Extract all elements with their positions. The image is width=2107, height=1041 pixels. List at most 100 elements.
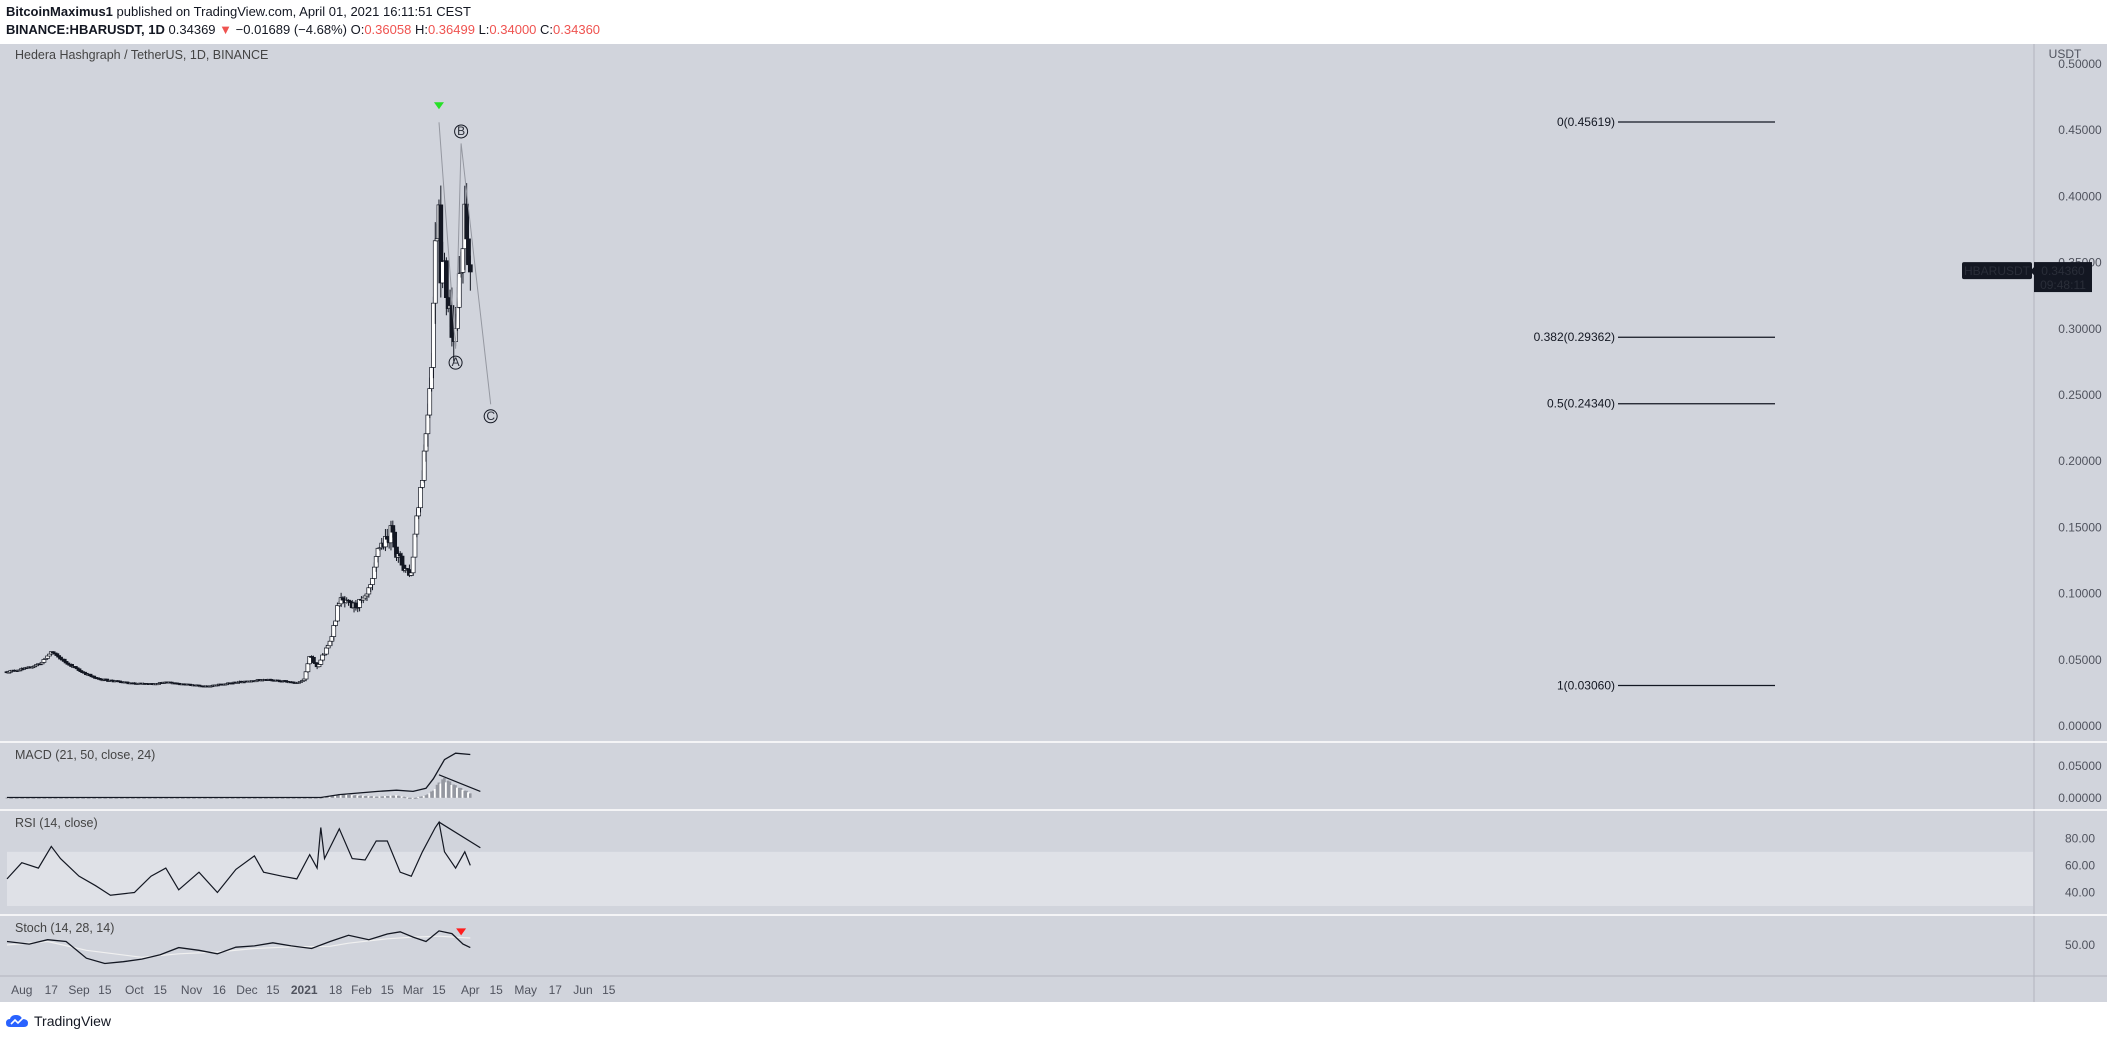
macd-histogram-bar	[341, 794, 345, 798]
rsi-band	[7, 851, 2033, 906]
macd-histogram-bar	[411, 797, 415, 799]
macd-histogram-bar	[465, 790, 468, 798]
chart-background	[0, 44, 2107, 1002]
time-tick-label: 15	[432, 983, 446, 997]
time-tick-label: 18	[329, 983, 343, 997]
macd-histogram-bar	[372, 796, 376, 798]
macd-histogram-bar	[446, 780, 450, 798]
macd-tick-label: 0.00000	[2058, 791, 2102, 805]
change-down-icon: ▼	[219, 22, 233, 37]
candle	[467, 264, 473, 273]
wave-c-circle	[483, 409, 498, 424]
macd-histogram-bar	[332, 795, 335, 798]
symbol-name: BINANCE:HBARUSDT, 1D	[6, 22, 165, 37]
macd-histogram-bar	[398, 796, 402, 798]
candle	[427, 388, 433, 416]
macd-histogram-bar	[435, 784, 439, 798]
rsi-divergence-line	[438, 821, 481, 849]
macd-tick-label: 0.05000	[2058, 759, 2102, 773]
time-tick-label: Oct	[125, 983, 144, 997]
rsi-line	[6, 820, 471, 896]
price-tick-label: 0.40000	[2058, 189, 2102, 203]
published-text: published on TradingView.com, April 01, …	[116, 4, 471, 19]
macd-histogram-bar	[413, 797, 417, 799]
candle	[331, 625, 337, 637]
macd-histogram-bar	[347, 795, 350, 798]
macd-histogram-bar	[361, 795, 365, 798]
price-tick-label: 0.00000	[2058, 719, 2102, 733]
wave-a-label: A	[452, 355, 460, 369]
macd-histogram-bar	[417, 797, 420, 799]
time-tick-label: Dec	[236, 983, 257, 997]
rsi-pane-title: RSI (14, close)	[15, 816, 98, 830]
tradingview-logo[interactable]: TradingView	[6, 1013, 111, 1029]
high-value: 0.36499	[427, 22, 475, 37]
close-value: 0.34360	[553, 22, 601, 37]
macd-histogram-bar	[330, 795, 334, 798]
macd-histogram-bar	[384, 796, 387, 798]
macd-histogram-bar	[424, 795, 428, 798]
publish-line: BitcoinMaximus1 published on TradingView…	[6, 4, 471, 19]
macd-histogram-bar	[448, 781, 452, 798]
time-tick-label: 15	[490, 983, 504, 997]
macd-histogram-bar	[454, 785, 457, 798]
macd-histogram-bar	[382, 796, 385, 798]
chart-header: BitcoinMaximus1 published on TradingView…	[0, 0, 2107, 44]
wave-b-circle	[454, 124, 469, 139]
macd-histogram-bar	[360, 795, 363, 798]
macd-histogram-bar	[395, 795, 398, 798]
price-tick-label: 0.15000	[2058, 520, 2102, 534]
time-tick-label: 16	[213, 983, 227, 997]
macd-histogram-bar	[419, 796, 422, 798]
macd-histogram-bar	[363, 796, 367, 798]
macd-histogram-bar	[345, 794, 348, 798]
candle	[305, 663, 311, 673]
macd-histogram-bar	[452, 784, 455, 798]
candle	[464, 203, 470, 240]
macd-histogram-bar	[422, 795, 426, 798]
macd-histogram-bar	[358, 795, 361, 798]
author-name[interactable]: BitcoinMaximus1	[6, 4, 113, 19]
price-tag-pointer	[2030, 267, 2034, 276]
time-tick-label: May	[514, 983, 537, 997]
open-label: O:	[350, 22, 365, 37]
macd-line	[7, 752, 471, 799]
peak-marker-icon	[433, 102, 444, 110]
price-tick-label: 0.20000	[2058, 454, 2102, 468]
fib-level-label: 0.382(0.29362)	[1534, 330, 1615, 344]
macd-histogram-bar	[389, 795, 393, 798]
macd-histogram-bar	[328, 796, 332, 798]
macd-histogram-bar	[5, 797, 9, 799]
price-tick-label: 0.05000	[2058, 653, 2102, 667]
macd-histogram-bar	[433, 788, 437, 798]
macd-histogram-bar	[391, 795, 395, 798]
time-tick-label: Aug	[11, 983, 32, 997]
candle	[370, 578, 375, 585]
macd-histogram-bar	[396, 795, 400, 798]
fib-level-label: 0.5(0.24340)	[1547, 397, 1615, 411]
chart-footer: TradingView	[0, 1003, 2107, 1041]
axis-unit-label: USDT	[2049, 47, 2082, 61]
fib-level-label: 1(0.03060)	[1557, 678, 1615, 692]
macd-histogram-bar	[439, 783, 443, 798]
macd-histogram-bar	[378, 796, 382, 798]
macd-histogram-bar	[337, 793, 341, 798]
open-value: 0.36058	[364, 22, 412, 37]
time-tick-label: 2021	[291, 983, 318, 997]
price-tag	[2034, 262, 2092, 293]
tradingview-cloud-icon	[6, 1015, 28, 1027]
macd-divergence-line	[438, 774, 481, 792]
macd-histogram-bar	[437, 782, 441, 798]
macd-histogram-bar	[365, 795, 369, 798]
stoch-tick-label: 50.00	[2065, 938, 2095, 952]
wave-line	[438, 122, 492, 405]
macd-histogram-bar	[406, 797, 409, 799]
macd-histogram-bar	[459, 787, 463, 798]
macd-histogram-bar	[343, 794, 347, 798]
macd-histogram-bar	[348, 794, 352, 798]
chart-area[interactable]: 0.500000.450000.400000.350000.300000.250…	[0, 44, 2107, 1002]
macd-histogram-bar	[334, 795, 337, 798]
time-tick-label: Feb	[351, 983, 372, 997]
macd-histogram-bar	[426, 794, 430, 798]
price-tag-value: 0.34360	[2041, 264, 2085, 278]
